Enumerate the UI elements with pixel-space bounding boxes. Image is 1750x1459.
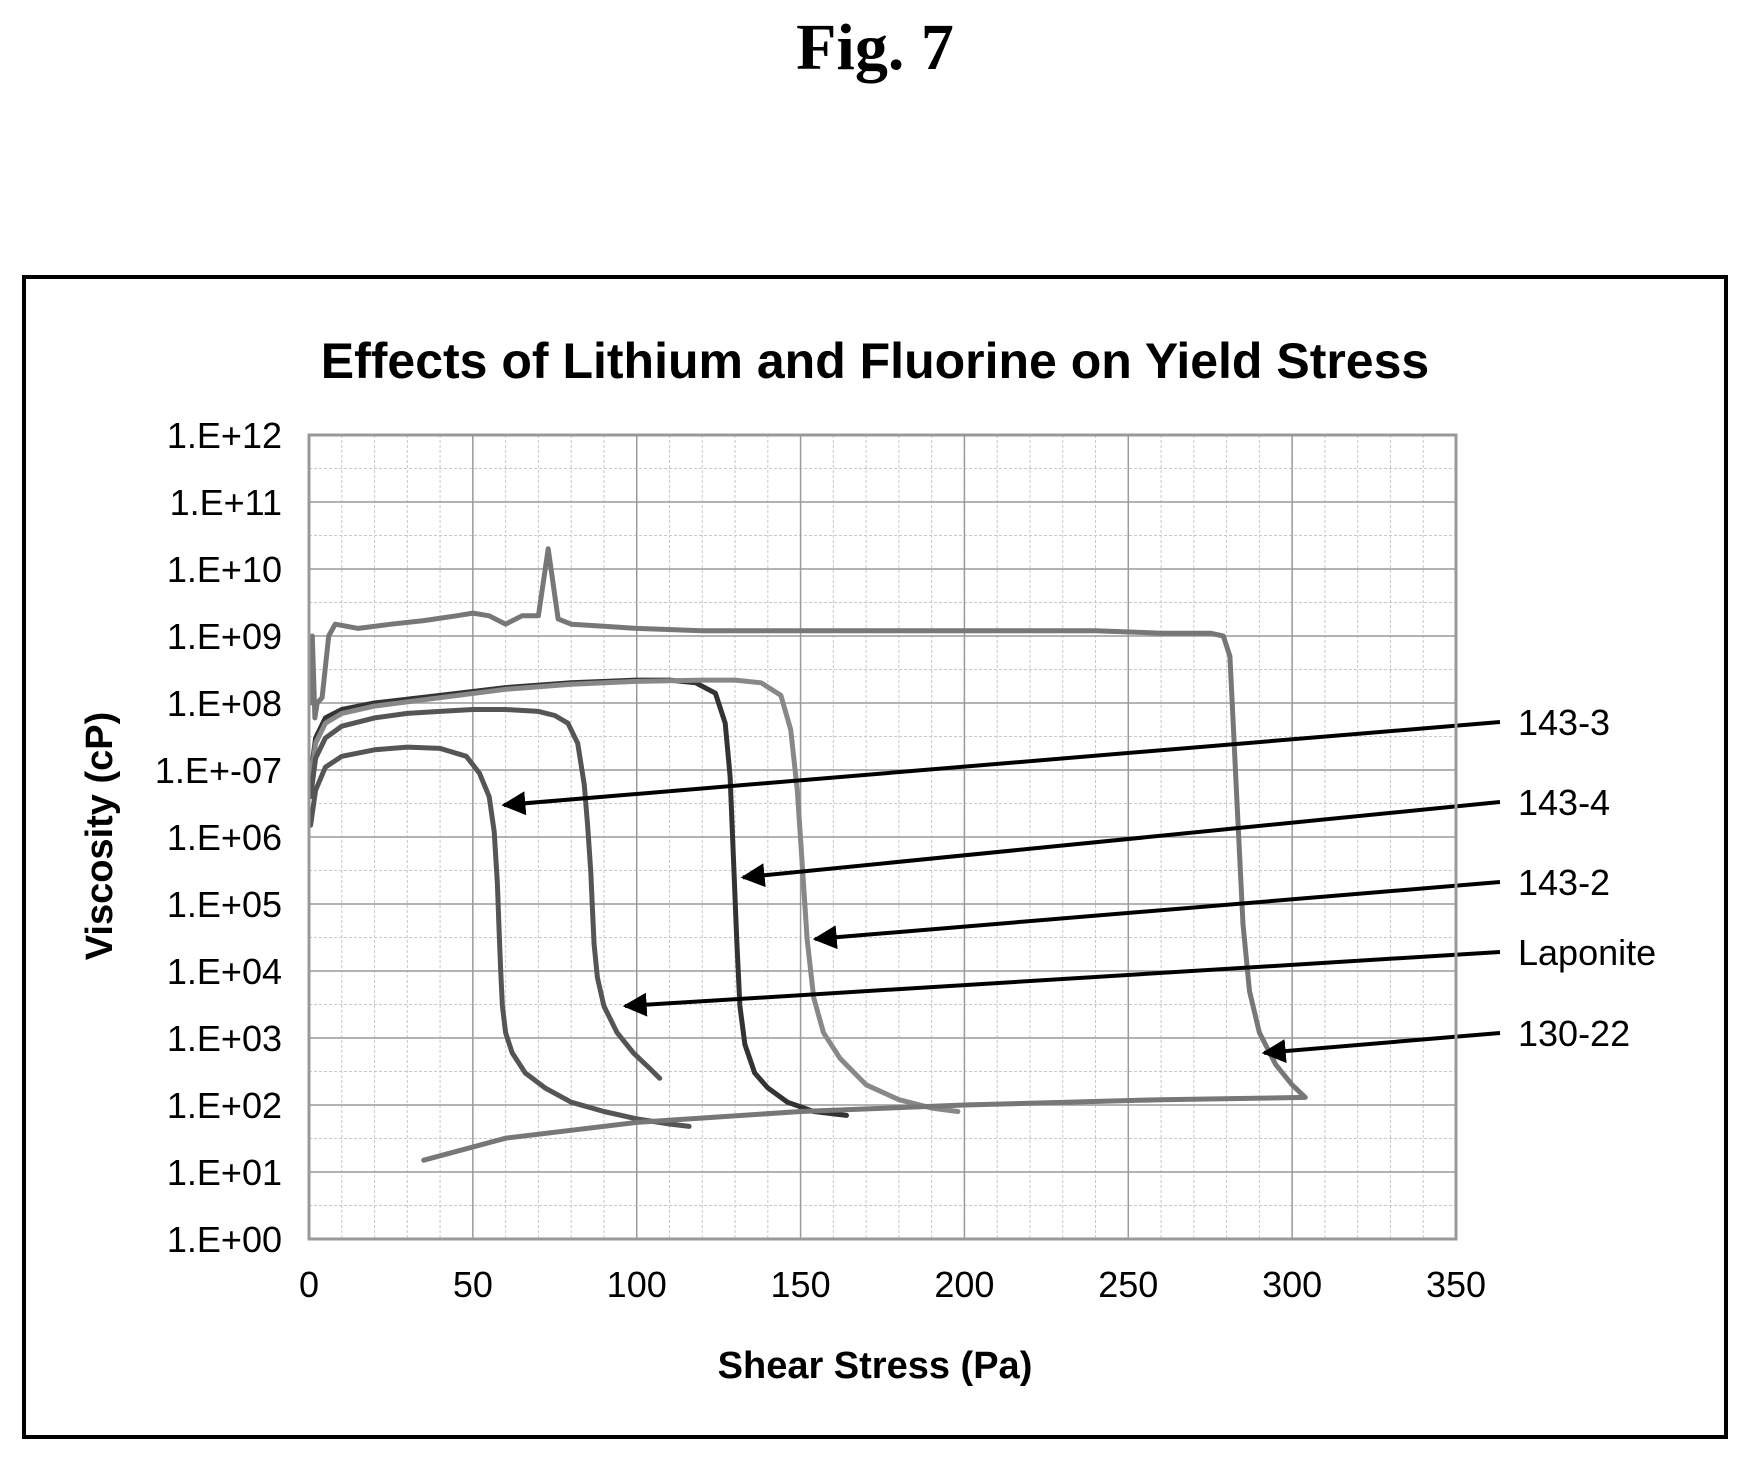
annotation-label: 143-3	[1518, 702, 1610, 743]
x-axis-label: Shear Stress (Pa)	[718, 1345, 1033, 1387]
figure-label: Fig. 7	[796, 11, 954, 84]
x-tick-label: 350	[1426, 1264, 1486, 1305]
x-tick-label: 300	[1262, 1264, 1322, 1305]
y-tick-label: 1.E+01	[167, 1152, 282, 1193]
annotation-arrow	[501, 720, 1501, 816]
plot-area-border	[307, 433, 1458, 1241]
y-tick-label: 1.E+12	[167, 415, 282, 456]
x-tick-label: 50	[453, 1264, 493, 1305]
chart-frame	[22, 275, 1728, 1439]
gridlines	[308, 434, 1457, 1240]
annotation-arrow	[740, 800, 1501, 888]
annotation-label: 130-22	[1518, 1013, 1630, 1054]
series-line-143-2	[308, 677, 961, 1114]
tick-labels: 1.E+00 1.E+01 1.E+02 1.E+03 1.E+04 1.E+05 1.E+…	[155, 415, 1486, 1305]
y-tick-label: 1.E+09	[167, 616, 282, 657]
series-line-laponite	[308, 707, 663, 1081]
annotation-label: 143-4	[1518, 782, 1610, 823]
y-tick-label: 1.E+-07	[155, 750, 282, 791]
y-tick-label: 1.E+11	[170, 482, 282, 523]
x-tick-label: 250	[1098, 1264, 1158, 1305]
x-tick-label: 0	[299, 1264, 319, 1305]
chart-title: Effects of Lithium and Fluorine on Yield…	[321, 333, 1429, 389]
annotation-arrow	[1261, 1031, 1501, 1064]
y-tick-label: 1.E+03	[167, 1018, 282, 1059]
y-tick-label: 1.E+06	[167, 817, 282, 858]
y-tick-label: 1.E+08	[167, 683, 282, 724]
y-tick-label: 1.E+05	[167, 884, 282, 925]
x-tick-label: 150	[771, 1264, 831, 1305]
series-line-143-4	[308, 677, 849, 1118]
y-tick-label: 1.E+04	[167, 951, 282, 992]
annotation-arrow	[622, 950, 1501, 1017]
annotation-arrow	[812, 880, 1501, 950]
y-tick-label: 1.E+10	[167, 549, 282, 590]
series-line-130-22	[308, 546, 1308, 1163]
x-tick-label: 200	[934, 1264, 994, 1305]
y-tick-label: 1.E+02	[167, 1085, 282, 1126]
annotations: 143-3 143-4 143-2 Laponite 130-22	[501, 702, 1656, 1064]
series-lines	[308, 546, 1308, 1163]
x-tick-label: 100	[607, 1264, 667, 1305]
annotation-label: Laponite	[1518, 932, 1656, 973]
y-axis-label: Viscosity (cP)	[79, 712, 121, 961]
series-line-143-3	[308, 744, 692, 1129]
annotation-label: 143-2	[1518, 862, 1610, 903]
y-tick-label: 1.E+00	[167, 1219, 282, 1260]
